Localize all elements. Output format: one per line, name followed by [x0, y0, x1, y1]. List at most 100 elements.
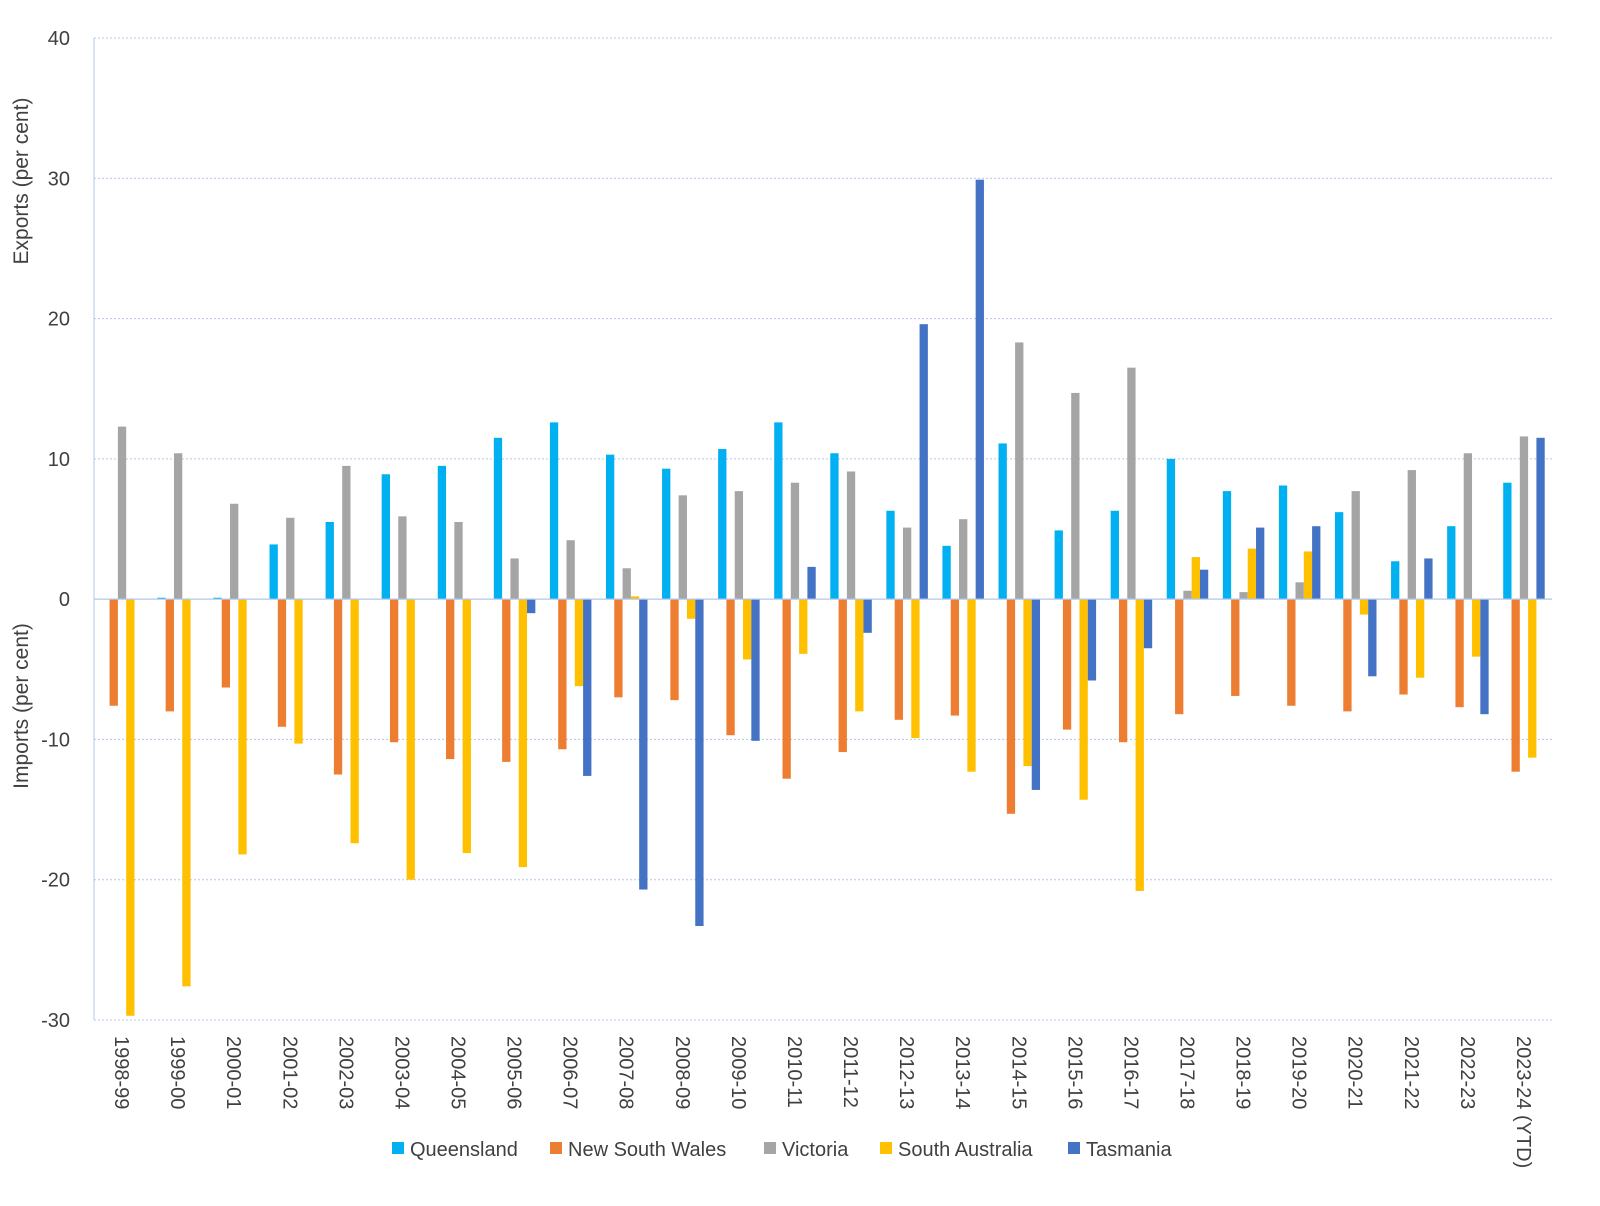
- bar-victoria: [846, 471, 856, 600]
- x-tick-label: 2010-11: [783, 1036, 805, 1108]
- y-tick-label: -20: [41, 870, 70, 892]
- x-tick-label: 2009-10: [727, 1036, 749, 1109]
- x-tick-label: 2003-04: [390, 1036, 412, 1109]
- bar-new-south-wales: [1006, 599, 1016, 814]
- bar-tasmania: [807, 566, 816, 600]
- bar-new-south-wales: [165, 599, 174, 712]
- x-tick-label: 2004-05: [447, 1036, 469, 1109]
- y-tick-label: -10: [41, 729, 70, 751]
- bar-south-australia: [406, 599, 415, 880]
- bar-south-australia: [238, 599, 247, 855]
- bar-queensland: [998, 443, 1007, 600]
- bar-victoria: [790, 482, 800, 600]
- gridlines: [94, 37, 1552, 1021]
- x-tick-label: 2020-21: [1344, 1036, 1366, 1109]
- y-tick-label: -30: [41, 1010, 70, 1032]
- bar-queensland: [1054, 530, 1063, 600]
- legend-swatch: [764, 1142, 776, 1154]
- bar-south-australia: [967, 599, 976, 772]
- x-tick-label: 2022-23: [1456, 1036, 1478, 1109]
- bar-queensland: [549, 422, 559, 600]
- bar-tasmania: [1480, 599, 1489, 715]
- bar-victoria: [1519, 436, 1529, 600]
- x-tick-label: 2005-06: [503, 1036, 525, 1109]
- bar-tasmania: [1536, 437, 1545, 600]
- bar-new-south-wales: [950, 599, 960, 716]
- legend-label: Victoria: [782, 1139, 849, 1161]
- bar-queensland: [1447, 526, 1456, 600]
- bar-south-australia: [1135, 599, 1144, 891]
- bar-south-australia: [182, 599, 191, 987]
- bar-south-australia: [126, 599, 135, 1016]
- bar-victoria: [959, 519, 968, 600]
- bar-victoria: [678, 495, 687, 600]
- bar-south-australia: [1472, 599, 1481, 657]
- legend-label: South Australia: [898, 1139, 1033, 1161]
- bar-tasmania: [1199, 569, 1209, 600]
- bar-new-south-wales: [558, 599, 567, 750]
- bar-victoria: [1463, 453, 1473, 600]
- bar-victoria: [117, 426, 127, 600]
- bar-queensland: [157, 597, 166, 600]
- bar-victoria: [1351, 491, 1360, 600]
- bar-victoria: [342, 465, 351, 600]
- bar-victoria: [1183, 590, 1192, 600]
- bar-new-south-wales: [502, 599, 511, 762]
- bar-victoria: [454, 521, 463, 600]
- y-tick-label: 40: [48, 28, 70, 50]
- bar-new-south-wales: [1399, 599, 1408, 695]
- bar-south-australia: [350, 599, 359, 844]
- x-tick-label: 2012-13: [895, 1036, 917, 1109]
- bar-new-south-wales: [221, 599, 231, 688]
- bar-tasmania: [1424, 558, 1433, 600]
- bar-victoria: [566, 540, 575, 600]
- bar-victoria: [1295, 582, 1304, 600]
- x-tick-label: 2001-02: [278, 1036, 300, 1109]
- y-axis-label-exports: Exports (per cent): [10, 98, 33, 265]
- bar-south-australia: [1303, 551, 1313, 600]
- axes: 40 30 20 10 0 -10 -20 -30 1998-99 1999-00 2000-01 2…: [41, 28, 1552, 1168]
- legend-swatch: [392, 1142, 404, 1154]
- bar-queensland: [662, 468, 671, 600]
- y-tick-label: 10: [48, 449, 70, 471]
- bar-victoria: [622, 568, 631, 600]
- x-tick-label: 2018-19: [1232, 1036, 1254, 1109]
- bar-south-australia: [1191, 557, 1200, 600]
- bar-new-south-wales: [1231, 599, 1240, 696]
- bar-tasmania: [919, 324, 928, 600]
- legend-swatch: [550, 1142, 562, 1154]
- bar-new-south-wales: [614, 599, 623, 698]
- bar-new-south-wales: [1118, 599, 1128, 743]
- bar-new-south-wales: [446, 599, 455, 760]
- bar-queensland: [269, 544, 278, 600]
- bar-new-south-wales: [109, 599, 118, 706]
- bar-tasmania: [975, 179, 984, 600]
- bar-tasmania: [1143, 599, 1153, 649]
- bars: [109, 179, 1545, 1016]
- bar-south-australia: [799, 599, 808, 654]
- bar-south-australia: [1528, 599, 1537, 758]
- bar-queensland: [493, 437, 503, 600]
- x-tick-label: 2006-07: [559, 1036, 581, 1109]
- bar-tasmania: [639, 599, 648, 890]
- bar-tasmania: [1368, 599, 1377, 677]
- bar-victoria: [230, 503, 239, 600]
- legend-label: Queensland: [410, 1139, 518, 1161]
- legend-label: Tasmania: [1086, 1139, 1172, 1161]
- bar-queensland: [1391, 561, 1400, 600]
- bar-queensland: [1334, 512, 1344, 600]
- bar-queensland: [381, 474, 390, 600]
- x-tick-label: 2016-17: [1119, 1036, 1141, 1109]
- y-tick-label: 20: [48, 309, 70, 331]
- bar-south-australia: [686, 599, 696, 619]
- bar-new-south-wales: [1455, 599, 1464, 708]
- legend-swatch: [880, 1142, 892, 1154]
- bar-victoria: [1015, 342, 1024, 600]
- x-tick-label: 2017-18: [1176, 1036, 1198, 1109]
- bar-south-australia: [1247, 548, 1257, 600]
- bar-south-australia: [1023, 599, 1032, 767]
- x-tick-label: 1999-00: [166, 1036, 188, 1109]
- bar-queensland: [1503, 482, 1512, 600]
- bar-new-south-wales: [838, 599, 847, 753]
- y-tick-label: 30: [48, 168, 70, 190]
